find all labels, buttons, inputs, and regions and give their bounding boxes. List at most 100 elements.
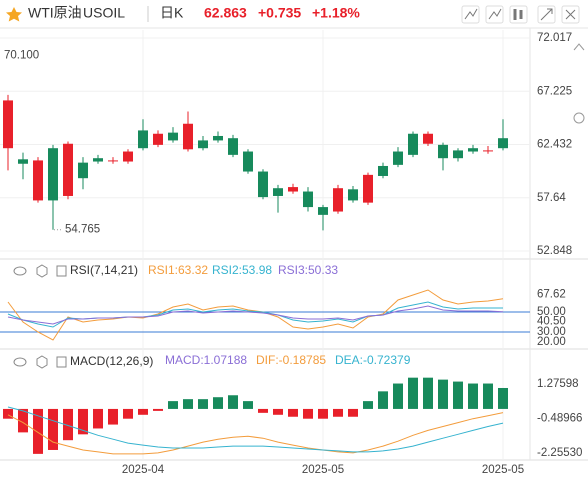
x-tick-label: 2025-05 [482,464,524,476]
histogram-bar [78,408,88,435]
candle-body [288,187,298,192]
candle-body [393,151,403,165]
indicator-icon[interactable] [56,265,67,277]
change: +0.735 [258,5,301,21]
histogram-bar [468,383,478,409]
tool-icon [540,8,553,21]
candle-body [408,133,418,155]
y-tick-label: 50.00 [537,306,566,318]
indicator-icon[interactable] [56,356,67,368]
histogram-bar [303,408,313,419]
tool-button[interactable] [461,5,480,24]
histogram-bar [363,401,373,409]
histogram-bar [393,383,403,409]
candle-body [483,150,493,152]
tool-icon [464,8,478,20]
legend-entry: RSI2:53.98 [212,263,272,277]
histogram-bar [33,408,43,454]
symbol: USOIL [83,5,125,21]
settings-icon[interactable] [573,112,585,124]
tool-button[interactable] [509,5,528,24]
settings-icon[interactable] [36,355,48,369]
candle-body [468,148,478,152]
candle-body [183,123,193,150]
eye-icon[interactable] [13,357,27,367]
y-tick-label: 62.432 [537,139,572,151]
y-tick-label: -2.25530 [537,447,582,459]
histogram-bar [123,408,133,419]
candle-body [138,130,148,149]
candle-body [123,151,133,162]
x-tick-label: 2025-05 [302,464,344,476]
candle-body [228,138,238,155]
histogram-bar [243,401,253,409]
histogram-bar [93,408,103,429]
histogram-bar [18,408,28,433]
price: 62.863 [204,5,247,21]
legend-entry: MACD:1.07188 [165,353,247,367]
eye-icon[interactable] [13,266,27,276]
change-percent: +1.18% [312,5,360,21]
histogram-bar [108,408,118,425]
histogram-bar [168,401,178,409]
candle-body [153,133,163,145]
candle-body [48,148,58,201]
tool-button[interactable] [485,5,504,24]
y-tick-label: 1.27598 [537,378,579,390]
histogram-bar [483,383,493,409]
indicator-title: MACD(12,26,9) [70,354,153,368]
candle-body [378,165,388,176]
y-tick-label: 67.225 [537,85,572,97]
candle-body [453,150,463,159]
tool-icon [488,8,502,20]
scroll-up[interactable] [573,43,585,51]
candle-body [273,188,283,196]
legend-entry: DEA:-0.72379 [335,353,411,367]
tool-icon [513,9,523,20]
indicator-title: RSI(7,14,21) [70,263,138,277]
settings-icon[interactable] [36,264,48,278]
histogram-bar [453,381,463,409]
indicator-line [7,412,504,455]
period[interactable]: 日K [160,5,184,21]
price-annotation: 54.765 [65,224,100,236]
indicator-line [7,406,504,453]
candle-body [213,135,223,141]
histogram-bar [498,387,508,409]
histogram-bar [438,379,448,409]
y-tick-label: 30.00 [537,326,566,338]
candle-body [423,133,433,144]
y-tick-label: 52.848 [537,245,572,257]
candle-body [78,162,88,179]
y-tick-label: 20.00 [537,336,566,348]
histogram-bar [333,408,343,417]
y-tick-label: 67.62 [537,288,566,300]
candle-body [243,151,253,172]
price-annotation: 70.100 [4,49,39,61]
histogram-bar [408,377,418,409]
tool-button[interactable] [537,5,556,24]
candle-body [93,158,103,162]
candle-body [363,174,373,203]
favorite-star[interactable] [6,7,22,22]
candle-body [258,171,268,198]
histogram-bar [288,408,298,417]
instrument-name: WTI原油 [28,5,82,21]
x-tick-label: 2025-04 [122,464,165,476]
histogram-bar [348,408,358,417]
candle-body [348,189,358,201]
tool-button[interactable] [561,5,580,24]
candle-body [303,191,313,208]
indicator-line [7,305,504,325]
legend-entry: RSI1:63.32 [148,263,208,277]
histogram-bar [153,408,163,411]
histogram-bar [48,408,58,450]
y-tick-label: 40.50 [537,316,566,328]
y-tick-label: 57.64 [537,192,566,204]
toolbar [461,5,585,124]
candle-body [168,132,178,141]
candle-body [18,159,28,164]
histogram-bar [318,408,328,419]
candle-body [333,188,343,212]
